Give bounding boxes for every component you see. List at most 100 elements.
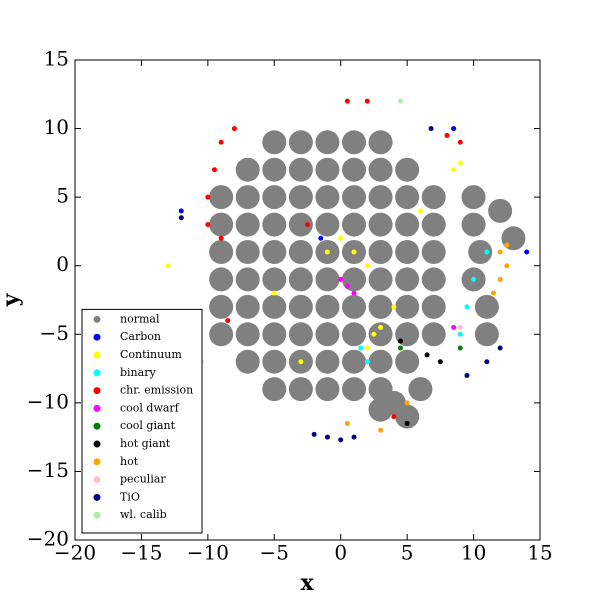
y-tick-label: 10: [44, 115, 69, 139]
point: [428, 126, 434, 132]
legend-marker: [93, 369, 101, 377]
legend-marker: [93, 333, 101, 341]
point-normal: [235, 185, 260, 210]
point: [311, 431, 317, 437]
point-normal: [395, 349, 420, 374]
y-tick-label: 5: [56, 184, 69, 208]
point: [398, 338, 403, 344]
legend-label: wl. calib: [120, 508, 167, 521]
point: [391, 304, 397, 310]
point-normal: [315, 130, 340, 155]
point-normal: [288, 322, 313, 347]
point-normal: [288, 294, 313, 319]
legend-marker: [93, 404, 101, 412]
point-normal: [368, 267, 393, 292]
point-normal: [262, 185, 287, 210]
point: [324, 434, 330, 440]
point-normal: [262, 212, 287, 237]
point: [212, 167, 217, 173]
point-normal: [368, 157, 393, 182]
point-normal: [421, 294, 446, 319]
point-normal: [262, 349, 287, 374]
point: [218, 235, 224, 241]
point: [457, 345, 463, 351]
point: [524, 249, 530, 255]
point-normal: [288, 240, 313, 264]
point: [437, 359, 443, 365]
x-tick-label: −10: [187, 541, 229, 565]
legend-marker: [93, 315, 101, 323]
point-normal: [209, 294, 234, 319]
y-axis-label: y: [0, 292, 24, 307]
point: [457, 331, 463, 337]
legend-marker: [93, 351, 101, 359]
point: [351, 290, 357, 296]
point: [364, 98, 370, 104]
legend-marker: [93, 458, 101, 466]
point-normal: [461, 212, 486, 237]
point: [497, 249, 503, 255]
legend-label: cool dwarf: [120, 401, 180, 414]
point-normal: [288, 185, 313, 210]
point: [404, 400, 410, 406]
point: [218, 139, 224, 145]
point-normal: [395, 185, 420, 210]
point-normal: [209, 212, 234, 237]
legend-box: [81, 308, 203, 534]
point-normal: [288, 157, 313, 182]
legend-label: binary: [120, 366, 156, 379]
point-normal: [235, 349, 260, 374]
point: [344, 420, 350, 426]
point: [464, 304, 470, 310]
legend-marker: [93, 511, 101, 519]
point: [497, 345, 503, 351]
x-tick-label: 10: [461, 541, 486, 565]
point-normal: [315, 267, 340, 292]
point-normal: [368, 212, 393, 237]
legend-marker: [93, 387, 101, 395]
point-normal: [315, 377, 340, 402]
point: [364, 345, 370, 351]
point-normal: [235, 267, 260, 292]
point: [338, 437, 344, 443]
legend-marker: [93, 476, 101, 484]
legend-label: normal: [120, 312, 160, 325]
point: [457, 324, 463, 330]
point: [497, 276, 503, 282]
point: [451, 167, 457, 173]
point: [324, 249, 330, 255]
point-normal: [262, 377, 287, 402]
point: [398, 345, 403, 351]
y-tick-label: 0: [56, 252, 69, 276]
point-normal: [342, 349, 366, 374]
point-normal: [209, 185, 234, 210]
point: [451, 324, 457, 330]
point: [424, 352, 430, 358]
point: [205, 222, 211, 228]
point-normal: [235, 294, 260, 319]
point-normal: [395, 157, 420, 182]
point-normal: [395, 212, 420, 237]
point-normal: [315, 349, 340, 374]
point-normal: [209, 322, 234, 347]
x-axis-label: x: [300, 570, 314, 596]
point: [398, 98, 403, 104]
legend-label: Continuum: [120, 348, 182, 361]
point-normal: [395, 404, 420, 429]
x-tick-label: −15: [120, 541, 162, 565]
point-normal: [342, 212, 366, 237]
point-normal: [421, 185, 446, 210]
point: [178, 208, 184, 214]
point-normal: [288, 130, 313, 155]
point-normal: [368, 349, 393, 374]
point: [298, 359, 304, 365]
point-normal: [488, 198, 513, 223]
point-normal: [474, 294, 499, 319]
x-tick-label: −20: [54, 541, 96, 565]
point-normal: [342, 130, 366, 155]
axes-frame: [74, 59, 541, 541]
point-normal: [315, 185, 340, 210]
point-normal: [408, 377, 433, 402]
point-normal: [262, 240, 287, 264]
x-tick-label: 0: [334, 541, 347, 565]
